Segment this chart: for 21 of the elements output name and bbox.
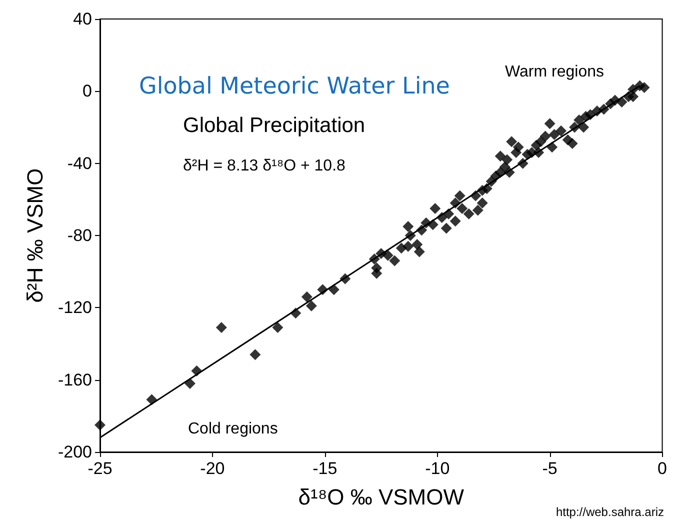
x-tick-label: -15 [312, 459, 338, 478]
annotation: Warm regions [505, 64, 604, 80]
y-tick-label: 0 [82, 82, 92, 101]
x-tick-label: -20 [200, 459, 225, 478]
y-tick-label: -80 [67, 226, 92, 245]
y-tick-label: -40 [67, 154, 92, 173]
text: Global Meteoric Water Line [139, 74, 450, 100]
text: http://web.sahra.ariz [556, 505, 664, 519]
y-tick-label: 40 [73, 10, 92, 28]
x-tick-label: -5 [542, 459, 558, 478]
annotation: Cold regions [188, 420, 278, 438]
x-tick-label: 0 [658, 459, 668, 478]
y-tick-label: -200 [58, 442, 92, 462]
annotation: δ²H = 8.13 δ¹⁸O + 10.8 [183, 158, 346, 174]
x-tick-label: -10 [425, 459, 450, 478]
y-tick-label: -120 [58, 298, 92, 318]
x-axis-title: δ¹⁸O ‰ VSMOW [298, 484, 464, 510]
annotation: Global Precipitation [183, 114, 366, 137]
x-tick-label: -25 [88, 459, 112, 478]
y-tick-label: -160 [58, 370, 92, 390]
y-axis-title: δ²H ‰ VSMO [22, 168, 48, 303]
